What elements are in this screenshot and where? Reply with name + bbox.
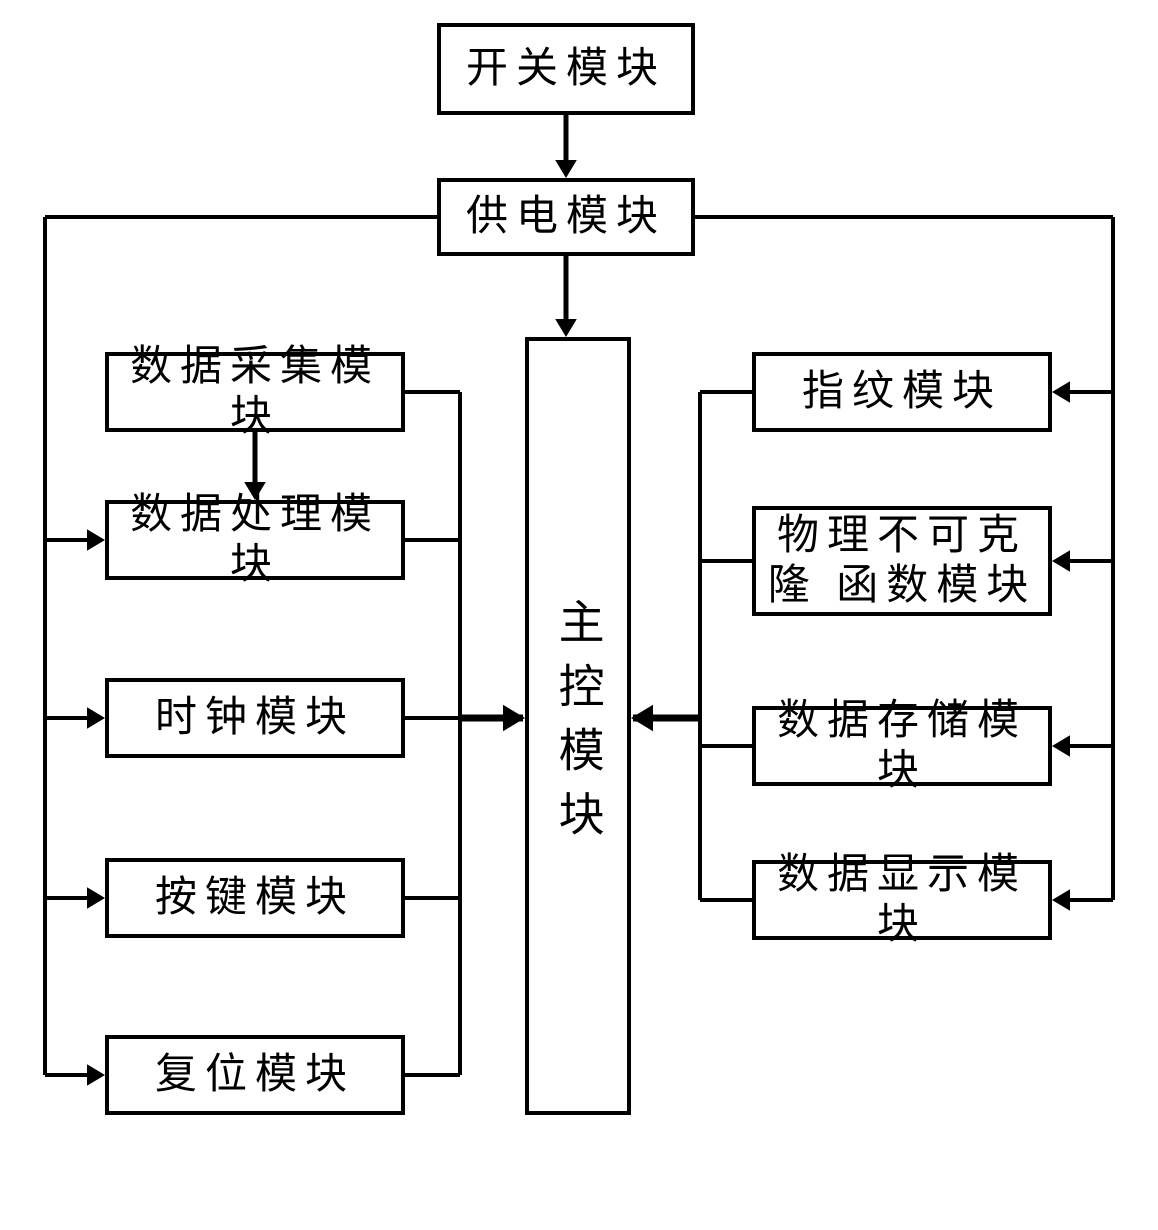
- node-left3: 时钟模块: [105, 678, 405, 758]
- diagram-stage: 开关模块 供电模块 主控模块 数据采集模块 数据处理模块 时钟模块 按键模块 复…: [0, 0, 1158, 1230]
- node-right3: 数据存储模块: [752, 706, 1052, 786]
- node-switch: 开关模块: [437, 23, 695, 115]
- node-left1: 数据采集模块: [105, 352, 405, 432]
- node-power: 供电模块: [437, 178, 695, 256]
- node-left2: 数据处理模块: [105, 500, 405, 580]
- node-right1: 指纹模块: [752, 352, 1052, 432]
- node-left4: 按键模块: [105, 858, 405, 938]
- node-left5: 复位模块: [105, 1035, 405, 1115]
- node-right2: 物理不可克隆 函数模块: [752, 506, 1052, 616]
- node-center: 主控模块: [525, 337, 631, 1115]
- node-right4: 数据显示模块: [752, 860, 1052, 940]
